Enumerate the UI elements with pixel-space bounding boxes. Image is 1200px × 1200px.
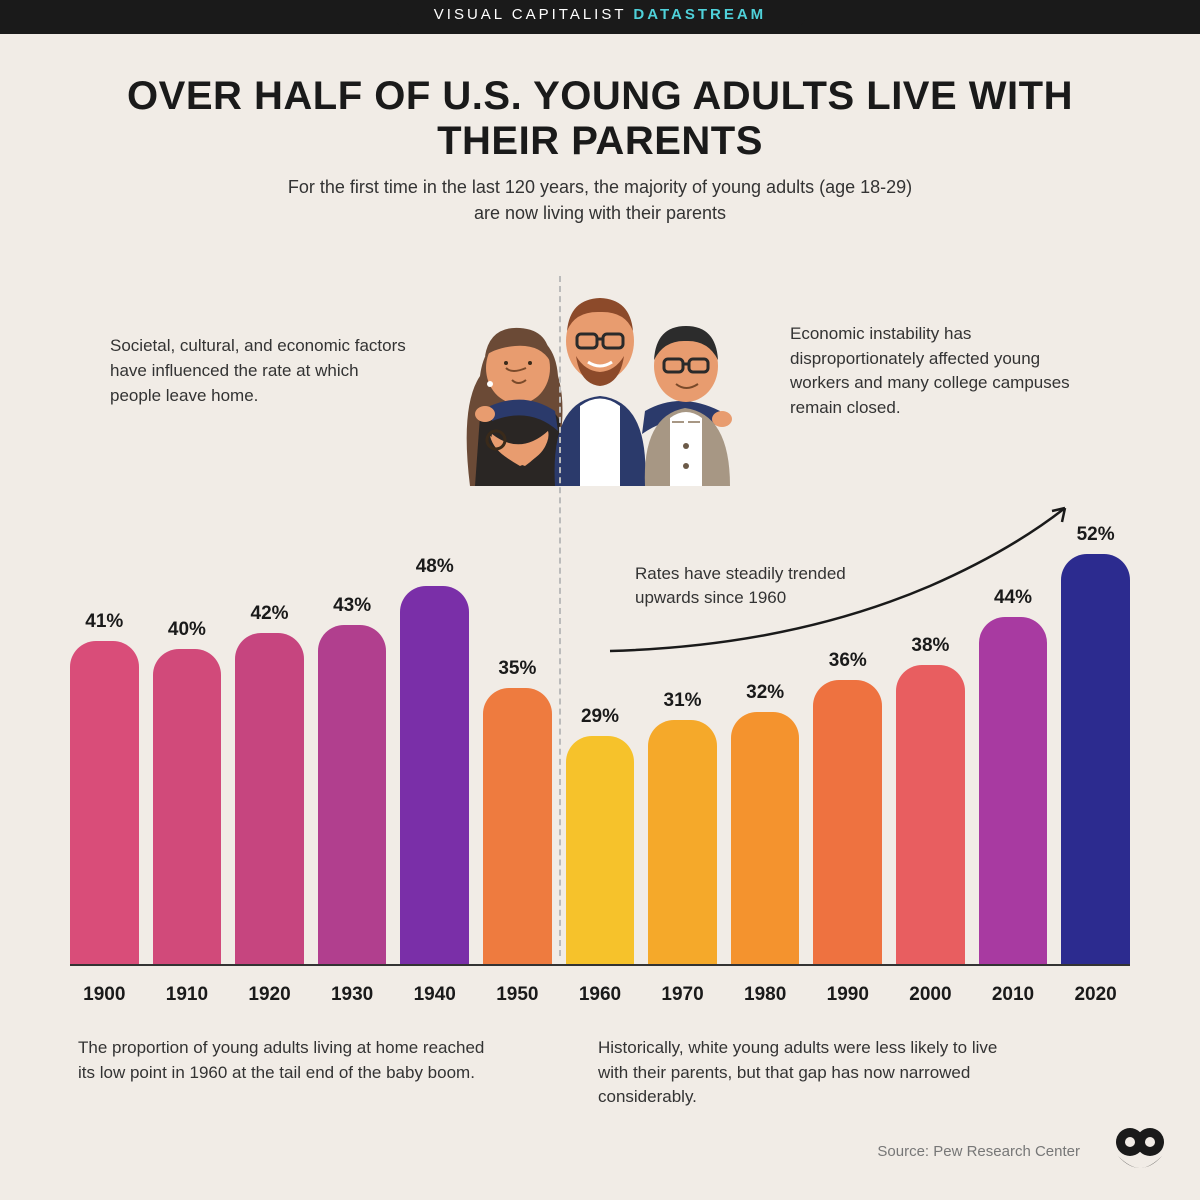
bar-value-label: 29% <box>581 706 619 728</box>
bar-col: 35% <box>483 688 552 964</box>
bar-col: 36% <box>813 680 882 964</box>
bar <box>896 665 965 965</box>
bar-value-label: 31% <box>664 690 702 712</box>
bar-col: 41% <box>70 641 139 964</box>
family-illustration <box>430 256 770 486</box>
bar-col: 40% <box>153 649 222 964</box>
bar-col: 48% <box>400 586 469 964</box>
bar-value-label: 35% <box>498 658 536 680</box>
bar <box>483 688 552 964</box>
bar-value-label: 41% <box>85 611 123 633</box>
year-label: 1900 <box>70 984 139 1006</box>
brand-accent: DATASTREAM <box>633 6 766 23</box>
year-label: 2010 <box>979 984 1048 1006</box>
bar <box>648 720 717 964</box>
bar <box>731 712 800 964</box>
bar-value-label: 52% <box>1077 524 1115 546</box>
footer-note-right: Historically, white young adults were le… <box>598 1036 1018 1110</box>
hero-row: Societal, cultural, and economic factors… <box>70 256 1130 486</box>
bar <box>566 736 635 965</box>
year-label: 1950 <box>483 984 552 1006</box>
footer-notes: The proportion of young adults living at… <box>70 1036 1130 1110</box>
year-label: 1960 <box>566 984 635 1006</box>
bar-chart: Rates have steadily trended upwards sinc… <box>70 506 1130 1006</box>
bar-value-label: 32% <box>746 682 784 704</box>
bar <box>400 586 469 964</box>
year-label: 1920 <box>235 984 304 1006</box>
bar-value-label: 40% <box>168 619 206 641</box>
bar-col: 32% <box>731 712 800 964</box>
left-context-note: Societal, cultural, and economic factors… <box>110 334 410 408</box>
bar-value-label: 38% <box>911 635 949 657</box>
brand-pill: VISUAL CAPITALIST DATASTREAM <box>394 0 806 31</box>
year-label: 1910 <box>153 984 222 1006</box>
bar-col: 44% <box>979 617 1048 964</box>
bar-col: 38% <box>896 665 965 965</box>
era-divider <box>559 276 561 956</box>
bar <box>153 649 222 964</box>
visual-capitalist-logo-icon <box>1110 1120 1170 1180</box>
bar-value-label: 43% <box>333 595 371 617</box>
year-label: 1990 <box>813 984 882 1006</box>
bar-col: 31% <box>648 720 717 964</box>
bar <box>979 617 1048 964</box>
year-label: 1970 <box>648 984 717 1006</box>
bar-col: 42% <box>235 633 304 964</box>
bar-value-label: 44% <box>994 587 1032 609</box>
year-label: 2000 <box>896 984 965 1006</box>
year-label: 1940 <box>400 984 469 1006</box>
bar-value-label: 48% <box>416 556 454 578</box>
year-label: 1980 <box>731 984 800 1006</box>
brand-prefix: VISUAL CAPITALIST <box>434 6 634 23</box>
year-label: 1930 <box>318 984 387 1006</box>
bar <box>318 625 387 964</box>
bar-col: 29% <box>566 736 635 965</box>
bar <box>813 680 882 964</box>
bar <box>235 633 304 964</box>
bar-value-label: 42% <box>251 603 289 625</box>
bar-value-label: 36% <box>829 650 867 672</box>
bar-col: 43% <box>318 625 387 964</box>
bar <box>70 641 139 964</box>
footer-note-left: The proportion of young adults living at… <box>78 1036 498 1110</box>
right-context-note: Economic instability has disproportionat… <box>790 322 1090 421</box>
page-subtitle: For the first time in the last 120 years… <box>70 174 1130 226</box>
header-bar: VISUAL CAPITALIST DATASTREAM <box>0 0 1200 34</box>
bar-col: 52% <box>1061 554 1130 964</box>
page-title: OVER HALF OF U.S. YOUNG ADULTS LIVE WITH… <box>70 74 1130 164</box>
bar <box>1061 554 1130 964</box>
source-attribution: Source: Pew Research Center <box>877 1143 1080 1160</box>
year-label: 2020 <box>1061 984 1130 1006</box>
